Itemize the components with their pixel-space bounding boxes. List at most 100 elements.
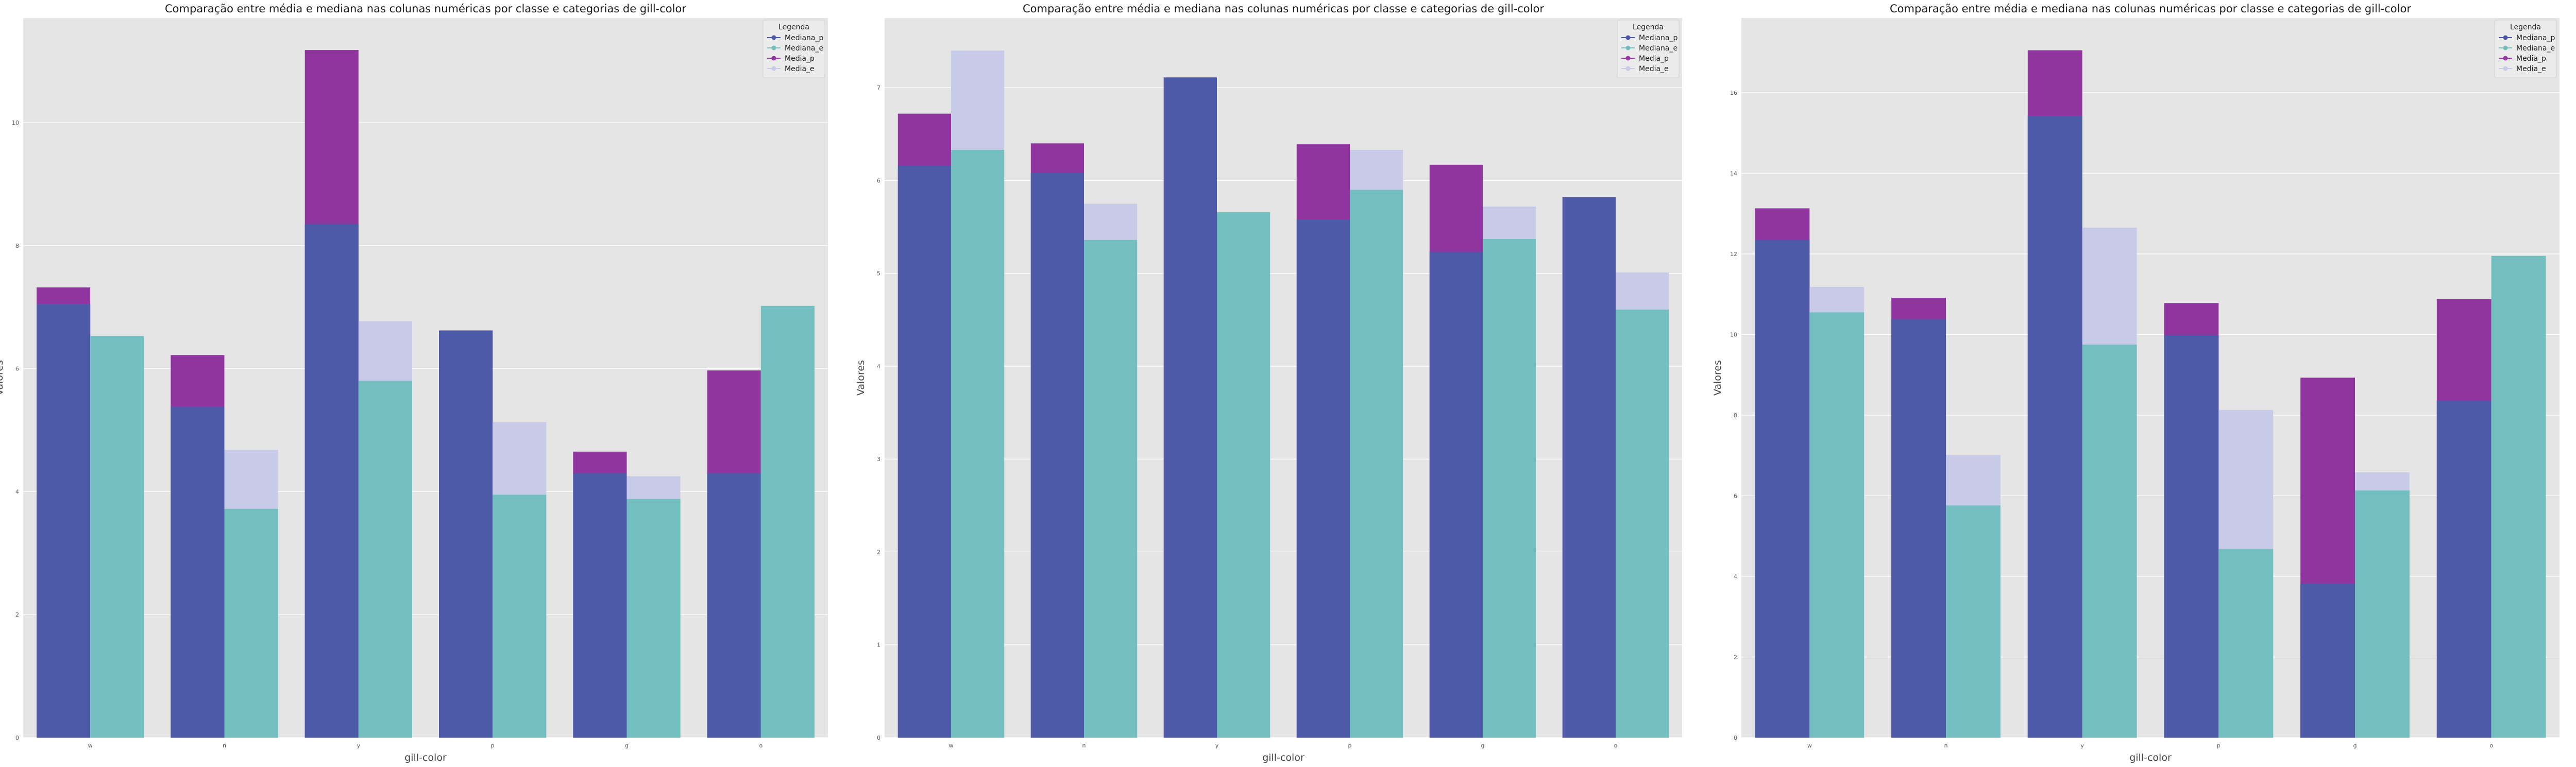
legend-title: Legenda — [778, 23, 809, 31]
chart-title: Comparação entre média e mediana nas col… — [165, 3, 686, 15]
bar-mediana-p-p — [439, 330, 493, 738]
bar-mediana-p-w — [37, 304, 91, 738]
y-tick-label: 5 — [877, 270, 880, 277]
bar-mediana-p-y — [1163, 77, 1217, 738]
bar-mediana-p-n — [1891, 319, 1946, 738]
y-tick-label: 6 — [1734, 492, 1737, 499]
bar-mediana-e-w — [951, 149, 1005, 738]
bar-mediana-p-o — [1562, 197, 1616, 738]
y-tick-label: 6 — [877, 177, 880, 184]
bar-mediana-p-o — [2436, 400, 2492, 738]
bar-mediana-e-o — [760, 305, 815, 738]
legend-box — [762, 20, 825, 78]
legend: Legenda Mediana_p Mediana_e Media_p Media_e — [2494, 20, 2557, 78]
bar-mediana-e-g — [2355, 490, 2410, 738]
x-tick-label: g — [625, 742, 629, 749]
plot-background — [23, 18, 828, 738]
legend-label-media-e: Media_e — [785, 65, 815, 73]
x-tick-label: w — [949, 742, 954, 749]
legend-marker-mediana-e — [2503, 45, 2508, 50]
chart-title: Comparação entre média e mediana nas col… — [1890, 3, 2411, 15]
x-tick-label: o — [2489, 742, 2493, 749]
y-tick-label: 0 — [877, 735, 880, 741]
legend-box — [1617, 20, 1680, 78]
bar-mediana-e-n — [1946, 505, 2001, 738]
legend-marker-media-e — [2503, 66, 2508, 71]
bar-mediana-p-g — [1429, 252, 1483, 738]
bar-mediana-p-y — [304, 224, 359, 738]
chart-title: Comparação entre média e mediana nas col… — [1023, 3, 1544, 15]
legend: Legenda Mediana_p Mediana_e Media_p Media_e — [762, 20, 825, 78]
legend-label-mediana-e: Mediana_e — [2516, 44, 2555, 53]
legend-label-media-p: Media_p — [2516, 55, 2546, 63]
legend-marker-mediana-p — [2503, 35, 2508, 40]
y-tick-label: 6 — [15, 366, 19, 372]
x-tick-label: p — [491, 742, 495, 749]
bar-mediana-p-y — [2027, 116, 2082, 738]
y-tick-label: 4 — [877, 363, 880, 370]
plot-background — [885, 18, 1682, 738]
x-tick-label: y — [1215, 742, 1219, 749]
legend-marker-mediana-e — [1625, 45, 1631, 50]
y-tick-label: 4 — [1734, 573, 1737, 580]
x-tick-label: g — [2353, 742, 2357, 749]
bar-mediana-e-p — [2218, 549, 2274, 738]
bar-mediana-p-g — [573, 473, 627, 738]
bar-mediana-e-n — [1084, 240, 1138, 738]
bar-mediana-e-w — [1809, 312, 1865, 738]
x-tick-label: g — [1481, 742, 1485, 749]
x-axis-label: gill-color — [404, 752, 447, 763]
x-tick-label: n — [223, 742, 226, 749]
x-tick-label: o — [1614, 742, 1618, 749]
bar-mediana-e-g — [626, 499, 681, 738]
y-tick-label: 2 — [1734, 654, 1737, 660]
chart-panel-1: 0 2 4 6 8 10 w n y p g o Comparação entre média e me… — [0, 3, 828, 763]
legend-label-mediana-e: Mediana_e — [1639, 44, 1677, 53]
y-tick-label: 2 — [877, 549, 880, 555]
bar-mediana-p-n — [1030, 173, 1084, 738]
x-tick-label: w — [1807, 742, 1812, 749]
bar-mediana-p-o — [707, 473, 761, 738]
legend-title: Legenda — [2510, 23, 2541, 31]
bar-mediana-e-p — [1350, 190, 1403, 738]
plot-background — [1741, 18, 2560, 738]
bar-mediana-e-y — [2082, 344, 2137, 738]
y-tick-label: 4 — [15, 488, 19, 495]
bar-mediana-e-y — [1217, 212, 1270, 738]
legend-label-mediana-e: Mediana_e — [785, 44, 823, 53]
legend-label-mediana-p: Mediana_p — [1639, 34, 1678, 42]
x-tick-label: n — [1944, 742, 1948, 749]
chart-panel-3: 0 2 4 6 8 10 12 14 16 w n y p g o Comparação entre médi… — [1712, 3, 2560, 763]
x-axis-label: gill-color — [1262, 752, 1304, 763]
x-tick-label: p — [1348, 742, 1352, 749]
legend-label-media-p: Media_p — [1639, 55, 1669, 63]
y-axis-label: Valores — [0, 360, 5, 396]
y-tick-label: 7 — [877, 84, 880, 91]
legend-marker-mediana-e — [771, 45, 776, 50]
bar-mediana-e-o — [2491, 255, 2546, 738]
legend-marker-media-p — [1625, 56, 1631, 61]
y-tick-label: 16 — [1730, 90, 1737, 96]
legend-label-media-p: Media_p — [785, 55, 815, 63]
bar-mediana-p-w — [1755, 240, 1810, 738]
bar-mediana-p-p — [1296, 219, 1350, 738]
bar-mediana-e-n — [224, 508, 278, 738]
x-tick-label: n — [1082, 742, 1086, 749]
x-tick-label: y — [2080, 742, 2084, 749]
y-tick-label: 12 — [1730, 251, 1737, 258]
x-axis-label: gill-color — [2129, 752, 2172, 763]
legend-marker-mediana-p — [771, 35, 776, 40]
legend-marker-media-e — [1625, 66, 1631, 71]
bar-mediana-e-o — [1616, 310, 1669, 738]
legend-label-media-e: Media_e — [1639, 65, 1669, 73]
x-tick-label: w — [88, 742, 93, 749]
x-tick-label: p — [2217, 742, 2221, 749]
y-tick-label: 2 — [15, 611, 19, 618]
bar-mediana-e-p — [493, 495, 547, 738]
legend-label-mediana-p: Mediana_p — [2516, 34, 2555, 42]
chart-panel-2: 0 1 2 3 4 5 6 7 w n y p g o Comparação entre média e m… — [855, 3, 1682, 763]
y-tick-label: 14 — [1730, 170, 1737, 177]
bar-mediana-e-w — [90, 336, 144, 738]
bar-mediana-p-n — [171, 406, 225, 738]
